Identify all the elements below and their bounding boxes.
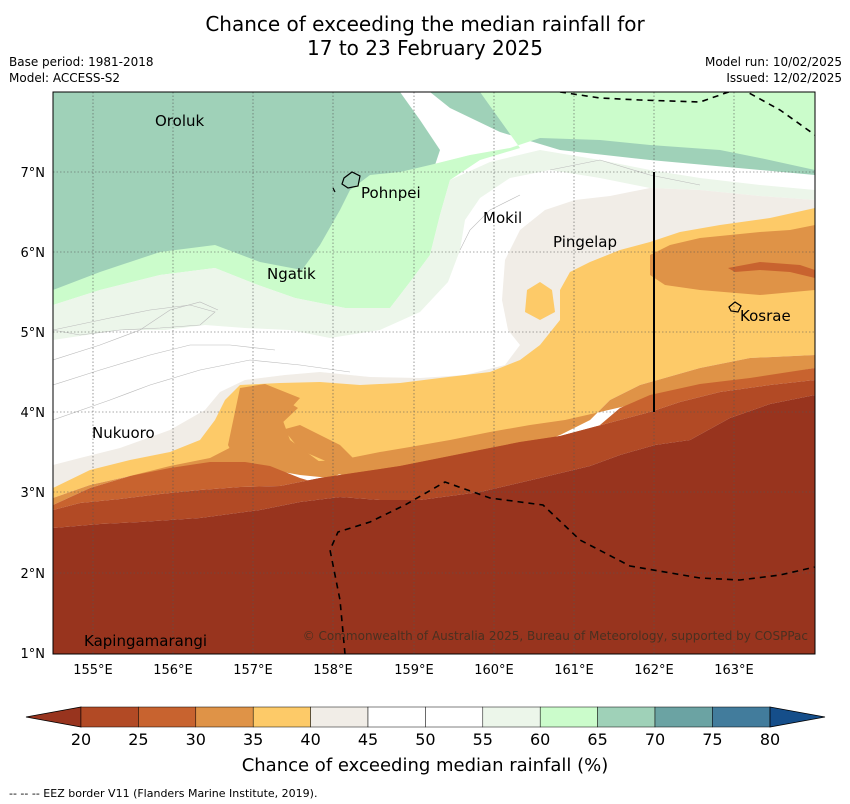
field-35-left xyxy=(228,384,345,478)
copyright-text: © Commonwealth of Australia 2025, Bureau… xyxy=(303,629,808,643)
model-text: Model: ACCESS-S2 xyxy=(9,71,121,85)
colorbar-bin xyxy=(539,706,598,728)
colorbar-tick-label: 20 xyxy=(70,730,92,749)
place-label-pingelap: Pingelap xyxy=(553,233,617,251)
lon-tick-label: 156°E xyxy=(153,663,193,678)
colorbar-tick-label: 75 xyxy=(702,730,723,749)
colorbar-bin xyxy=(597,706,656,728)
base-period-text: Base period: 1981-2018 xyxy=(9,55,154,69)
lat-tick-label: 6°N xyxy=(21,246,46,261)
colorbar-high-extension xyxy=(769,706,826,728)
colorbar-tick-label: 65 xyxy=(587,730,608,749)
lon-tick-label: 160°E xyxy=(474,663,514,678)
map-title: Chance of exceeding the median rainfall … xyxy=(0,12,850,60)
colorbar-tick-label: 50 xyxy=(415,730,436,749)
place-label-pohnpei: Pohnpei xyxy=(361,184,421,202)
colorbar-tick-label: 35 xyxy=(243,730,264,749)
meta-left: Base period: 1981-2018 Model: ACCESS-S2 xyxy=(9,54,154,86)
meta-right: Model run: 10/02/2025 Issued: 12/02/2025 xyxy=(705,54,842,86)
lat-axis: 7°N 6°N 5°N 4°N 3°N 2°N 1°N xyxy=(21,166,46,662)
colorbar-low-extension xyxy=(25,706,82,728)
field-35 xyxy=(53,225,815,505)
colorbar-bin xyxy=(80,706,139,728)
place-labels: Oroluk Pohnpei Mokil Pingelap Ngatik Kos… xyxy=(84,112,791,650)
colorbar-bin xyxy=(195,706,254,728)
lat-tick-label: 4°N xyxy=(21,406,46,421)
place-label-nukuoro: Nukuoro xyxy=(92,424,155,442)
lat-tick-label: 5°N xyxy=(21,326,46,341)
probability-fields xyxy=(53,92,815,654)
lat-tick-label: 1°N xyxy=(21,647,46,662)
place-label-kosrae: Kosrae xyxy=(740,307,791,325)
lon-tick-label: 163°E xyxy=(714,663,754,678)
colorbar xyxy=(25,706,826,728)
colorbar-bin xyxy=(654,706,713,728)
colorbar-tick-label: 40 xyxy=(300,730,321,749)
colorbar-bin xyxy=(367,706,426,728)
model-run-text: Model run: 10/02/2025 xyxy=(704,55,842,69)
colorbar-tick-label: 55 xyxy=(472,730,493,749)
lon-tick-label: 159°E xyxy=(394,663,434,678)
colorbar-bin xyxy=(482,706,541,728)
place-label-kapingamarangi: Kapingamarangi xyxy=(84,632,207,650)
lon-tick-label: 157°E xyxy=(233,663,273,678)
pohnpei-island-outline xyxy=(341,171,361,189)
field-65 xyxy=(53,92,815,308)
map-frame xyxy=(52,91,816,655)
colorbar-tick-label: 45 xyxy=(357,730,379,749)
lat-tick-label: 7°N xyxy=(21,166,46,181)
colorbar-tick-label: 60 xyxy=(530,730,551,749)
place-label-ngatik: Ngatik xyxy=(267,265,316,283)
field-60 xyxy=(53,150,815,340)
colorbar-tick-label: 30 xyxy=(185,730,206,749)
colorbar-bin xyxy=(712,706,771,728)
field-25 xyxy=(53,380,815,528)
colorbar-title: Chance of exceeding median rainfall (%) xyxy=(241,755,609,776)
lon-tick-label: 155°E xyxy=(73,663,113,678)
issued-text: Issued: 12/02/2025 xyxy=(726,71,842,85)
field-30-east xyxy=(728,262,815,278)
colorbar-bin xyxy=(310,706,369,728)
colorbar-tick-label: 70 xyxy=(644,730,666,749)
contour-lines xyxy=(53,159,701,421)
lon-tick-label: 158°E xyxy=(313,663,353,678)
lat-tick-label: 3°N xyxy=(21,486,46,501)
colorbar-tick-label: 25 xyxy=(128,730,149,749)
colorbar-bin xyxy=(425,706,484,728)
colorbar-tick-label: 80 xyxy=(759,730,781,749)
ant-atoll-mark xyxy=(332,187,336,193)
eez-borders xyxy=(329,92,815,654)
place-label-mokil: Mokil xyxy=(483,209,522,227)
colorbar-bin xyxy=(252,706,311,728)
island-outlines xyxy=(332,171,742,313)
title-line-2: 17 to 23 February 2025 xyxy=(307,36,543,60)
graticule xyxy=(53,92,815,654)
field-40-patch xyxy=(525,282,555,320)
field-20 xyxy=(53,395,815,654)
lon-tick-label: 162°E xyxy=(634,663,674,678)
colorbar-bin xyxy=(138,706,197,728)
lon-tick-label: 161°E xyxy=(554,663,594,678)
title-line-1: Chance of exceeding the median rainfall … xyxy=(205,12,645,36)
place-label-oroluk: Oroluk xyxy=(155,112,204,130)
eez-footnote: -- -- -- EEZ border V11 (Flanders Marine… xyxy=(9,787,318,800)
lat-tick-label: 2°N xyxy=(21,567,46,582)
kosrae-island-outline xyxy=(728,301,742,313)
field-30 xyxy=(53,368,815,510)
lon-axis: 155°E 156°E 157°E 158°E 159°E 160°E 161°… xyxy=(73,663,754,678)
